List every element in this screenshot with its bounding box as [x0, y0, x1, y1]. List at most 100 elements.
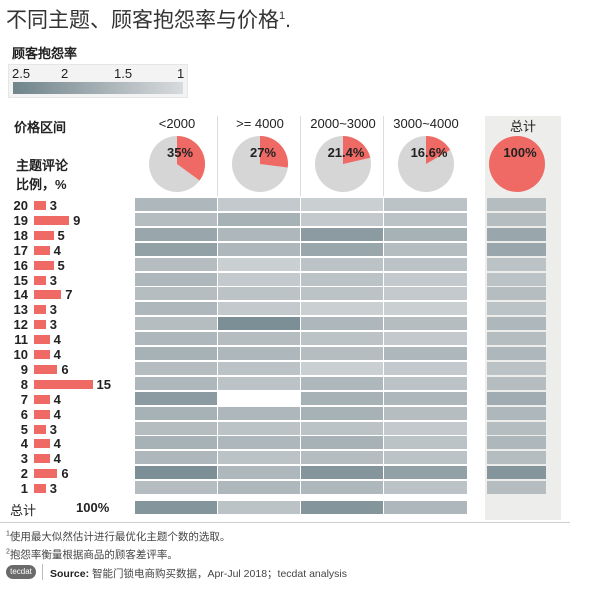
- theme-number: 5: [20, 421, 28, 437]
- heatmap-cell: [301, 317, 383, 331]
- heatmap-cell: [384, 481, 467, 495]
- theme-share-bar: [34, 245, 50, 255]
- theme-share-value: 3: [49, 272, 57, 288]
- theme-share-label: 主题评论比例，%: [16, 156, 68, 194]
- heatmap-cell: [135, 227, 217, 241]
- heatmap-cell: [301, 361, 383, 375]
- heatmap-cell: [301, 227, 383, 241]
- theme-number: 14: [13, 287, 28, 303]
- legend-gradient: [13, 82, 183, 94]
- heatmap-cell: [301, 198, 383, 211]
- theme-share-bar: [34, 350, 50, 359]
- bottom-rule: [0, 522, 570, 523]
- theme-share-bar: [34, 394, 50, 404]
- column-header: >= 4000: [236, 116, 284, 131]
- heatmap-cell: [135, 406, 217, 420]
- pie-slice: [426, 136, 451, 164]
- theme-share-bar: [34, 439, 50, 449]
- heatmap-cell: [487, 272, 546, 286]
- heatmap-cell: [487, 317, 546, 331]
- heatmap-total-cell: [384, 501, 467, 514]
- heatmap-cell: [384, 451, 467, 465]
- chart-title-text: 不同主题、顾客抱怨率与价格: [6, 9, 279, 32]
- heatmap-cell: [384, 347, 467, 360]
- heatmap-cell: [487, 257, 546, 271]
- theme-share-bar: [34, 230, 54, 240]
- column-divider: [217, 116, 218, 196]
- pie-label: 100%: [503, 145, 537, 160]
- theme-label-line2: 比例，%: [16, 177, 67, 192]
- total-row-percent: 100%: [76, 500, 110, 515]
- heatmap-total-cell: [301, 501, 383, 514]
- theme-share-value: 4: [53, 451, 61, 467]
- heatmap-cell: [135, 421, 217, 435]
- legend-title: 顾客抱怨率: [12, 46, 78, 61]
- heatmap-cell: [301, 242, 383, 256]
- pie-background: [489, 136, 545, 192]
- heatmap-cell: [301, 481, 383, 495]
- heatmap-cell: [301, 257, 383, 271]
- heatmap-total-cell: [218, 501, 300, 514]
- heatmap-cell: [135, 242, 217, 256]
- source-text: 智能门锁电商购买数据，Apr-Jul 2018；tecdat analysis: [89, 568, 347, 580]
- heatmap-cell: [218, 287, 300, 301]
- heatmap-cell: [301, 421, 383, 435]
- heatmap-cell: [384, 406, 467, 420]
- heatmap-cell: [301, 406, 383, 420]
- heatmap-cell: [301, 332, 383, 346]
- heatmap-cell: [218, 227, 300, 241]
- theme-share-bar: [34, 424, 46, 434]
- heatmap-cell: [384, 287, 467, 301]
- theme-label-line1: 主题评论: [16, 158, 69, 173]
- heatmap-cell: [301, 347, 383, 360]
- heatmap-cell: [487, 361, 546, 375]
- theme-number: 2: [20, 466, 28, 482]
- pie-label: 35%: [166, 145, 194, 160]
- heatmap-cell: [301, 451, 383, 465]
- heatmap-cell: [218, 257, 300, 271]
- footnote-1-mark: 1: [6, 530, 10, 538]
- heatmap-cell: [487, 242, 546, 256]
- heatmap-cell: [487, 227, 546, 241]
- theme-number: 17: [13, 242, 28, 258]
- theme-share-bar: [34, 275, 46, 285]
- heatmap-cell: [135, 466, 217, 480]
- theme-share-bar: [34, 469, 58, 479]
- heatmap-cell: [218, 481, 300, 495]
- heatmap-cell: [218, 406, 300, 420]
- heatmap-cell: [487, 212, 546, 226]
- legend-tick: 2: [61, 66, 69, 81]
- theme-number: 13: [13, 302, 28, 318]
- column-header-total: 总计: [509, 119, 536, 134]
- heatmap-cell: [218, 391, 300, 405]
- pie-slice: [343, 136, 371, 164]
- chart-title: 不同主题、顾客抱怨率与价格1.: [6, 4, 291, 34]
- footnote-2-mark: 2: [6, 548, 10, 556]
- pie-slice: [260, 136, 288, 168]
- theme-share-value: 3: [49, 421, 57, 437]
- heatmap-cell: [487, 302, 546, 316]
- heatmap-cell: [135, 198, 217, 211]
- heatmap-cell: [218, 451, 300, 465]
- title-footnote-mark: 1: [279, 10, 286, 22]
- pie-slice: [177, 136, 206, 181]
- theme-share-bar: [34, 305, 46, 315]
- theme-number: 15: [13, 272, 28, 288]
- heatmap-cell: [487, 436, 546, 450]
- theme-share-value: 9: [73, 212, 81, 228]
- heatmap-cell: [135, 481, 217, 495]
- heatmap-cell: [135, 361, 217, 375]
- heatmap-cell: [384, 421, 467, 435]
- heatmap-cell: [218, 302, 300, 316]
- heatmap-cell: [218, 242, 300, 256]
- column-divider: [300, 116, 301, 196]
- heatmap-cell: [384, 466, 467, 480]
- heatmap-cell: [135, 451, 217, 465]
- heatmap-cell: [218, 376, 300, 390]
- heatmap-total-cell: [135, 501, 217, 514]
- heatmap-cell: [218, 272, 300, 286]
- heatmap-cell: [384, 212, 467, 226]
- theme-share-bar: [34, 260, 54, 270]
- theme-share-value: 4: [53, 391, 61, 407]
